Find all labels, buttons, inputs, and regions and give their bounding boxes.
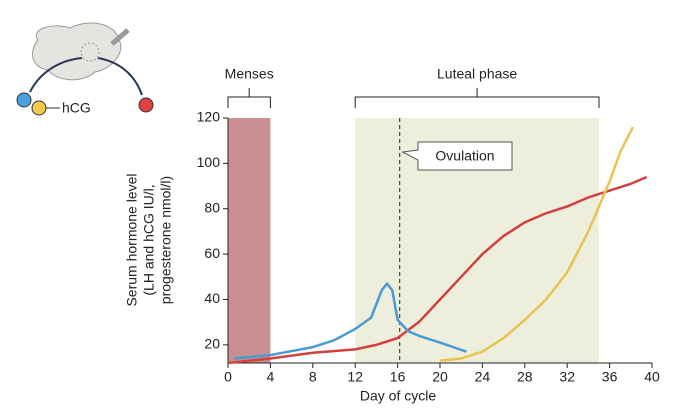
y-axis-label-line: Serum hormone level bbox=[124, 173, 140, 306]
line bbox=[439, 126, 635, 362]
y-tick-label: 120 bbox=[197, 109, 221, 125]
illustration: hCG bbox=[16, 22, 154, 116]
x-tick-label: 20 bbox=[432, 369, 448, 385]
hcg-label: hCG bbox=[62, 100, 91, 116]
y-axis-label-line: (LH and hCG IU/l, bbox=[141, 184, 157, 295]
duct bbox=[110, 28, 130, 46]
x-tick-label: 8 bbox=[309, 369, 317, 385]
callout bbox=[401, 141, 513, 171]
arrow bbox=[29, 57, 83, 93]
x-tick-label: 12 bbox=[347, 369, 363, 385]
bracket bbox=[354, 88, 600, 108]
follicle bbox=[80, 42, 100, 62]
region-label: Menses bbox=[225, 66, 274, 82]
region bbox=[228, 118, 271, 363]
x-tick-label: 28 bbox=[517, 369, 533, 385]
arrow bbox=[97, 57, 143, 96]
ovulation-label: Ovulation bbox=[435, 148, 494, 164]
x-tick-label: 4 bbox=[267, 369, 275, 385]
y-axis-label-line: progesterone nmol/l) bbox=[158, 176, 174, 304]
x-tick-label: 36 bbox=[602, 369, 618, 385]
y-axis-label: Serum hormone level (LH and hCG IU/l, prog… bbox=[124, 173, 174, 306]
y-tick-label: 60 bbox=[204, 245, 220, 261]
x-axis-label: Day of cycle bbox=[360, 388, 436, 404]
x-tick-label: 0 bbox=[224, 369, 232, 385]
y-tick-label: 20 bbox=[204, 336, 220, 352]
y-tick-label: 40 bbox=[204, 290, 220, 306]
x-tick-label: 24 bbox=[475, 369, 491, 385]
line bbox=[227, 175, 648, 365]
y-tick-label: 80 bbox=[204, 199, 220, 215]
x-tick-label: 40 bbox=[644, 369, 660, 385]
line bbox=[233, 282, 467, 360]
y-tick-label: 100 bbox=[197, 154, 221, 170]
x-tick-label: 32 bbox=[559, 369, 575, 385]
molecule bbox=[16, 92, 32, 108]
molecule bbox=[138, 97, 154, 113]
bracket bbox=[227, 88, 271, 108]
molecule bbox=[31, 100, 47, 116]
x-tick-label: 16 bbox=[390, 369, 406, 385]
region-label: Luteal phase bbox=[437, 66, 517, 82]
